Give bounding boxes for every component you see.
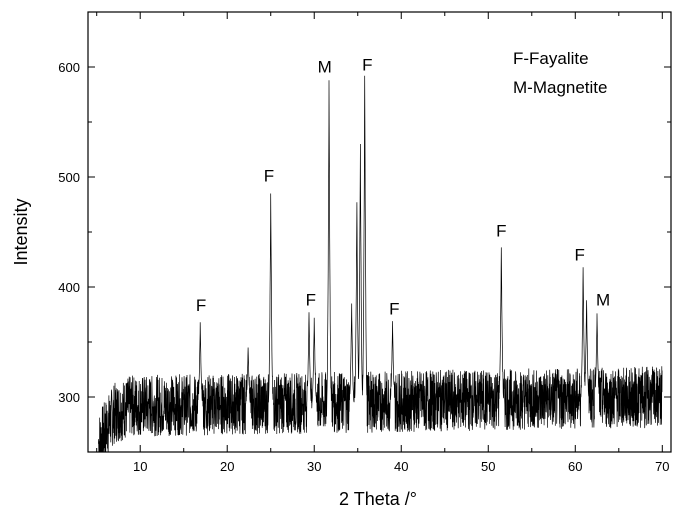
y-tick-label: 400 [58,280,80,295]
y-tick-label: 300 [58,390,80,405]
peak-label: F [264,166,274,185]
peak-label: F [389,300,399,319]
x-tick-label: 20 [220,459,234,474]
peak-label: F [496,221,506,240]
y-tick-label: 500 [58,170,80,185]
x-tick-label: 60 [568,459,582,474]
legend-item-fayalite: F-Fayalite [513,49,589,68]
peak-label: F [196,296,206,315]
x-axis-title: 2 Theta /° [339,489,417,509]
x-tick-label: 40 [394,459,408,474]
x-tick-label: 10 [133,459,147,474]
legend-item-magnetite: M-Magnetite [513,78,607,97]
x-tick-label: 50 [481,459,495,474]
x-tick-label: 70 [655,459,669,474]
x-tick-label: 30 [307,459,321,474]
legend: F-Fayalite M-Magnetite [513,49,607,97]
peak-label: F [306,291,316,310]
y-tick-label: 600 [58,60,80,75]
y-axis-title: Intensity [11,198,31,265]
peak-label: M [318,58,332,77]
peak-label: F [362,55,372,74]
peak-label: M [596,291,610,310]
peak-label: F [574,246,584,265]
